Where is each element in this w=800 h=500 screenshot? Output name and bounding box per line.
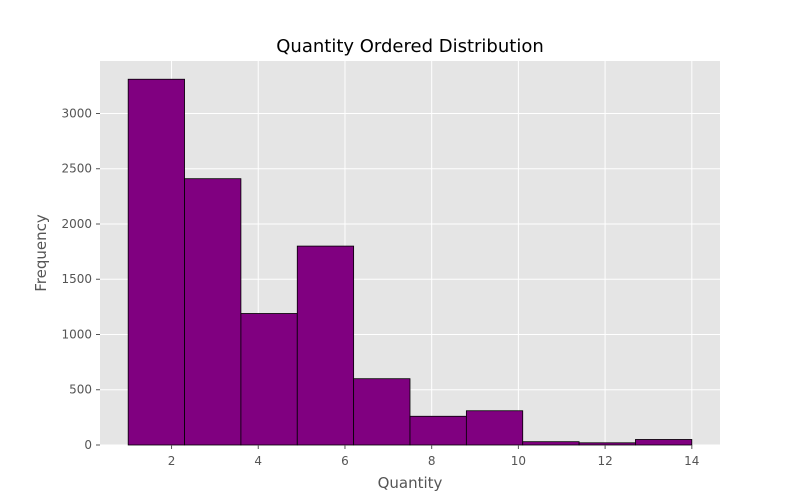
histogram-bar — [296, 245, 355, 446]
histogram-bar — [635, 439, 693, 446]
y-tick-label: 1500 — [61, 272, 92, 286]
y-tick-label: 2500 — [61, 162, 92, 176]
y-axis-label: Frequency — [32, 214, 50, 292]
y-tick-label: 3000 — [61, 106, 92, 120]
histogram-bar — [127, 78, 185, 446]
x-tick-label: 4 — [254, 454, 262, 468]
x-axis-ticks: 2 4 6 8 10 12 14 — [168, 445, 699, 468]
x-tick-label: 10 — [511, 454, 526, 468]
x-axis-label: Quantity — [378, 474, 443, 492]
x-tick-label: 8 — [428, 454, 436, 468]
histogram-bars — [127, 78, 693, 446]
chart-title: Quantity Ordered Distribution — [276, 36, 544, 57]
y-tick-label: 2000 — [61, 217, 92, 231]
x-tick-label: 14 — [684, 454, 699, 468]
y-tick-label: 500 — [69, 383, 92, 397]
histogram-bar — [353, 378, 411, 446]
histogram-bar — [240, 313, 298, 446]
histogram-bar — [578, 442, 636, 446]
x-tick-label: 2 — [168, 454, 176, 468]
y-tick-label: 0 — [84, 438, 92, 452]
x-tick-label: 12 — [597, 454, 612, 468]
x-tick-label: 6 — [341, 454, 349, 468]
histogram-bar — [409, 415, 467, 446]
histogram-bar — [184, 178, 242, 446]
histogram-bar — [465, 410, 524, 446]
y-tick-label: 1000 — [61, 327, 92, 341]
y-axis-ticks: 0 500 1000 1500 2000 2500 3000 — [61, 106, 100, 452]
histogram-bar — [522, 441, 580, 446]
